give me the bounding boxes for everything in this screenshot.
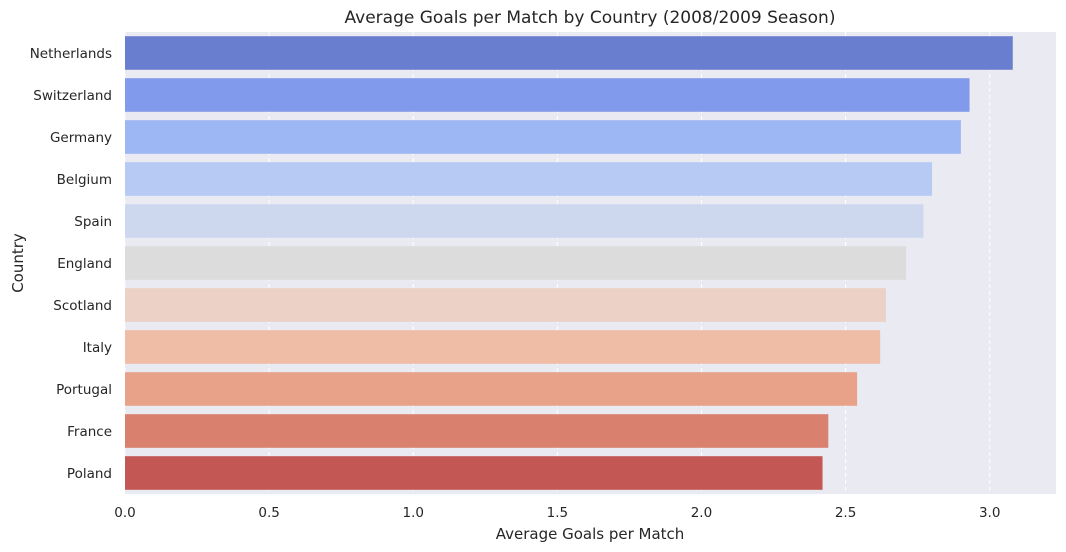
x-tick-label: 2.0 <box>691 505 712 521</box>
y-tick-label: France <box>67 424 112 440</box>
bar-portugal <box>125 372 858 406</box>
y-tick-label: Portugal <box>56 382 112 398</box>
x-axis-label: Average Goals per Match <box>496 525 685 543</box>
y-tick-labels: Netherlands Switzerland Germany Belgium Spai… <box>30 46 112 482</box>
y-tick-label: Germany <box>50 130 112 146</box>
y-tick-label: Netherlands <box>30 46 112 62</box>
bar-belgium <box>125 162 933 196</box>
x-tick-label: 2.5 <box>835 505 856 521</box>
x-tick-label: 3.0 <box>979 505 1000 521</box>
y-tick-label: Scotland <box>53 298 112 314</box>
x-tick-label: 1.0 <box>402 505 423 521</box>
bar-italy <box>125 330 881 364</box>
y-tick-label: Spain <box>74 214 112 230</box>
y-tick-label: Poland <box>67 466 112 482</box>
bars <box>125 36 1013 490</box>
bar-france <box>125 414 829 448</box>
bar-switzerland <box>125 78 970 112</box>
bar-spain <box>125 204 924 238</box>
y-tick-label: Italy <box>83 340 112 356</box>
x-tick-label: 0.5 <box>258 505 279 521</box>
bar-netherlands <box>125 36 1013 70</box>
bar-england <box>125 246 907 280</box>
y-tick-label: Belgium <box>57 172 112 188</box>
bar-poland <box>125 456 823 490</box>
y-tick-label: England <box>57 256 112 272</box>
bar-scotland <box>125 288 886 322</box>
y-tick-label: Switzerland <box>33 88 112 104</box>
chart-title: Average Goals per Match by Country (2008… <box>345 8 836 28</box>
y-axis-label: Country <box>9 233 27 293</box>
x-tick-label: 0.0 <box>114 505 135 521</box>
x-tick-labels: 0.0 0.5 1.0 1.5 2.0 2.5 3.0 <box>114 505 1000 521</box>
bar-germany <box>125 120 961 154</box>
x-tick-label: 1.5 <box>547 505 568 521</box>
